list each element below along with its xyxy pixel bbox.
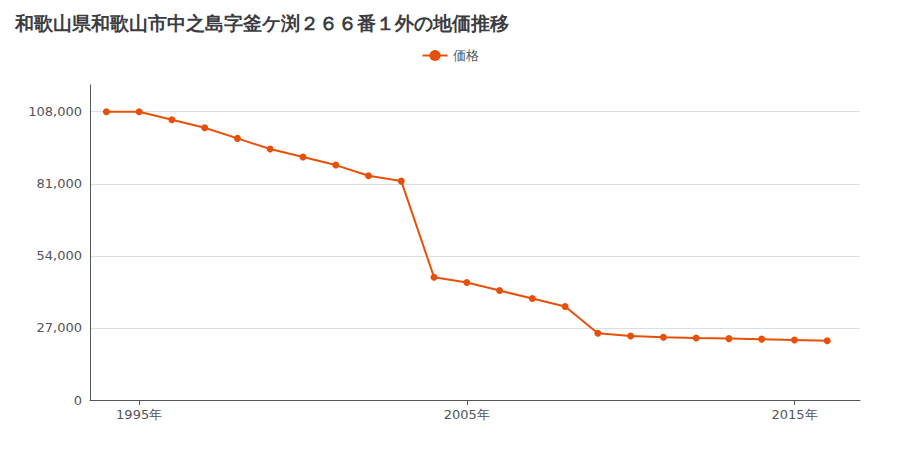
- svg-text:108,000: 108,000: [28, 104, 82, 119]
- svg-text:和歌山県和歌山市中之島字釜ケ渕２６６番１外の地価推移: 和歌山県和歌山市中之島字釜ケ渕２６６番１外の地価推移: [14, 12, 509, 34]
- svg-text:価格: 価格: [453, 48, 479, 63]
- svg-text:54,000: 54,000: [37, 248, 83, 263]
- svg-text:81,000: 81,000: [37, 176, 83, 191]
- svg-text:1995年: 1995年: [116, 407, 162, 422]
- svg-text:27,000: 27,000: [37, 320, 83, 335]
- svg-text:2015年: 2015年: [771, 407, 817, 422]
- svg-text:2005年: 2005年: [444, 407, 490, 422]
- svg-text:0: 0: [74, 393, 82, 408]
